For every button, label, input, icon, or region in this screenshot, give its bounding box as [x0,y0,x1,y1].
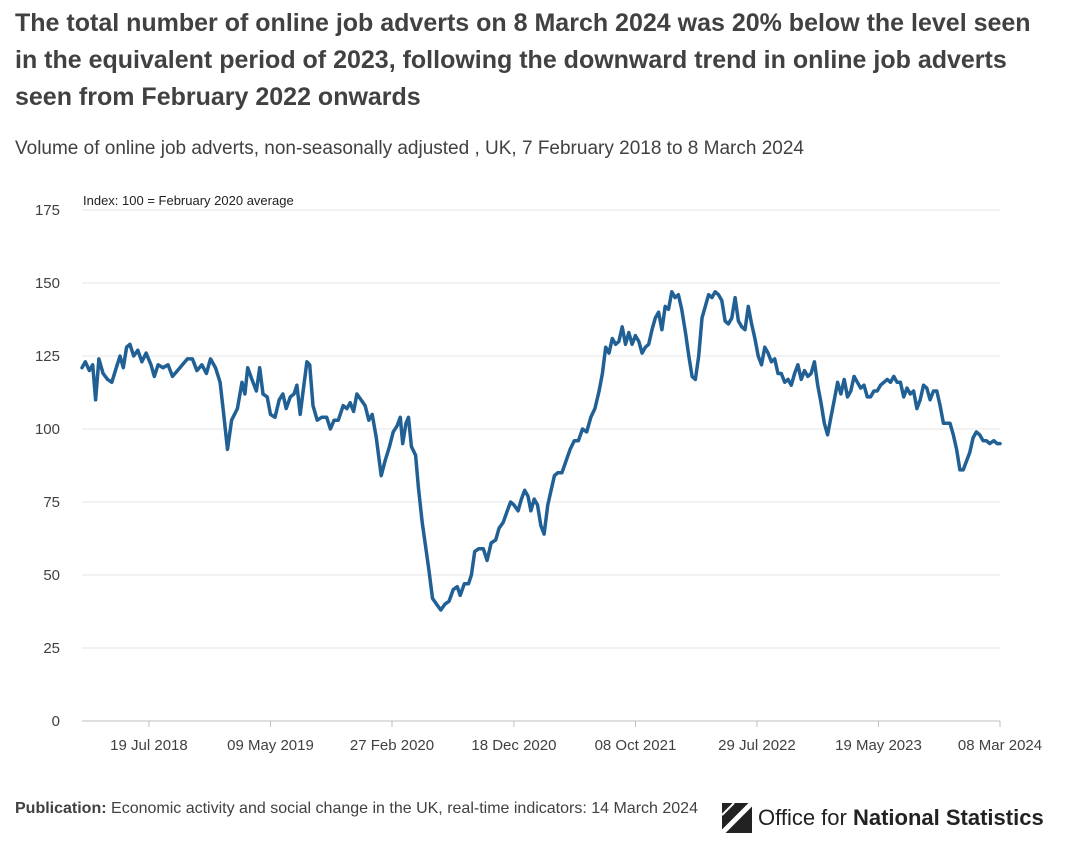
x-tick-label: 08 Mar 2024 [958,737,1042,754]
y-tick-label: 50 [43,567,60,584]
y-tick-label: 175 [35,202,60,219]
y-axis: 0 25 50 75 100 125 150 175 [35,202,60,730]
x-tick-label: 08 Oct 2021 [595,737,677,754]
x-tick-label: 29 Jul 2022 [718,737,796,754]
y-tick-label: 25 [43,640,60,657]
ons-logo-icon [722,803,752,833]
ons-logo[interactable]: Office for National Statistics [722,800,1044,836]
x-tick-label: 19 May 2023 [835,737,922,754]
publication-label: Publication: [15,800,107,817]
chart-subtitle: Volume of online job adverts, non-season… [15,138,804,159]
logo-text: Office for National Statistics [758,805,1044,831]
x-axis: 19 Jul 2018 09 May 2019 27 Feb 2020 18 Dec … [82,720,1042,754]
x-tick-label: 18 Dec 2020 [471,737,556,754]
x-tick-label: 09 May 2019 [227,737,314,754]
series-line [80,290,1002,612]
y-tick-label: 0 [52,713,60,730]
line-chart: 0 25 50 75 100 125 150 175 Index: 100 = Februar… [35,193,1042,754]
y-tick-label: 100 [35,421,60,438]
y-tick-label: 150 [35,275,60,292]
publication-text: Economic activity and social change in t… [111,800,698,817]
series-line-layer [80,290,1002,612]
footer: Publication: Economic activity and socia… [15,797,705,821]
logo-text-bold: National Statistics [852,805,1044,830]
y-axis-label: Index: 100 = February 2020 average [83,193,294,208]
y-tick-label: 75 [43,494,60,511]
logo-text-light: Office for [758,805,853,830]
gridlines [82,209,1000,649]
y-tick-label: 125 [35,348,60,365]
x-tick-label: 19 Jul 2018 [110,737,188,754]
x-tick-label: 27 Feb 2020 [350,737,434,754]
chart-title: The total number of online job adverts o… [15,9,1031,111]
